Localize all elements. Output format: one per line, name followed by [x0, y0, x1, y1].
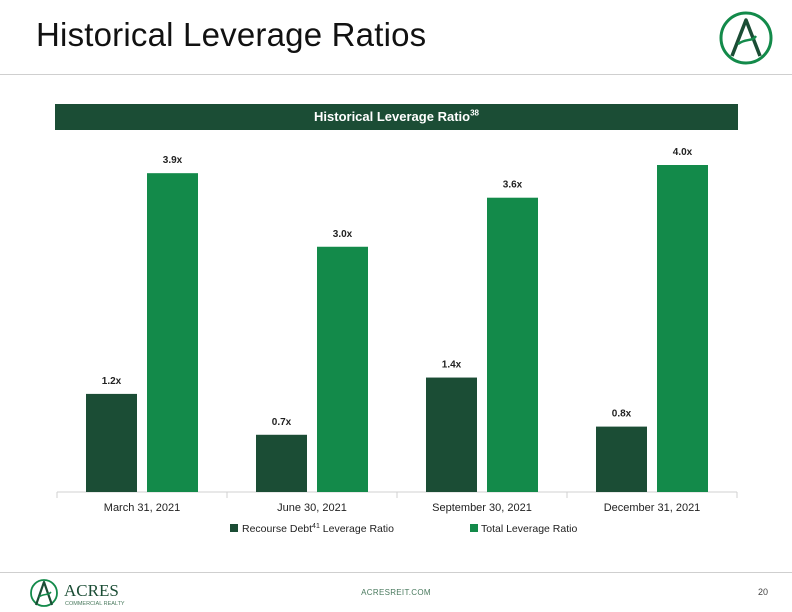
- footer-logo-sub: COMMERCIAL REALTY: [65, 601, 125, 607]
- total-bar: [317, 246, 368, 492]
- legend-label-recourse: Recourse Debt41 Leverage Ratio: [242, 523, 394, 535]
- acres-footer-logo: ACRES COMMERCIAL REALTY: [30, 579, 125, 607]
- recourse-bar: [256, 434, 307, 492]
- page-number: 20: [757, 587, 768, 597]
- footer-a-monogram-icon: [30, 579, 58, 607]
- recourse-bar: [86, 393, 137, 492]
- recourse-data-label: 0.8x: [612, 409, 632, 420]
- total-bar: [487, 197, 538, 492]
- x-axis-category-label: September 30, 2021: [432, 502, 532, 514]
- legend-swatch-recourse: [230, 524, 238, 532]
- acres-logo-icon: [719, 11, 773, 65]
- chart-title-banner: Historical Leverage Ratio38: [55, 104, 738, 130]
- chart-title: Historical Leverage Ratio: [314, 109, 471, 124]
- footer-logo-name: ACRES: [64, 581, 119, 600]
- total-data-label: 3.0x: [333, 229, 353, 240]
- footer-divider: [0, 572, 792, 573]
- recourse-data-label: 0.7x: [272, 417, 292, 428]
- total-data-label: 3.6x: [503, 180, 523, 191]
- recourse-data-label: 1.2x: [102, 376, 122, 387]
- total-bar: [147, 173, 198, 493]
- total-data-label: 4.0x: [673, 147, 693, 158]
- legend-swatch-total: [470, 524, 478, 532]
- recourse-data-label: 1.4x: [442, 360, 462, 371]
- recourse-bar: [426, 377, 477, 492]
- recourse-bar: [596, 426, 647, 492]
- slide-title: Historical Leverage Ratios: [36, 16, 427, 53]
- chart-title-footnote: 38: [470, 108, 479, 118]
- x-axis-category-label: December 31, 2021: [604, 502, 701, 514]
- legend-label-total: Total Leverage Ratio: [481, 523, 577, 535]
- footer-url[interactable]: ACRESREIT.COM: [361, 588, 431, 597]
- x-axis-category-label: March 31, 2021: [104, 502, 180, 514]
- title-divider: [0, 74, 792, 75]
- x-axis-category-label: June 30, 2021: [277, 502, 347, 514]
- total-data-label: 3.9x: [163, 155, 183, 166]
- total-bar: [657, 165, 708, 492]
